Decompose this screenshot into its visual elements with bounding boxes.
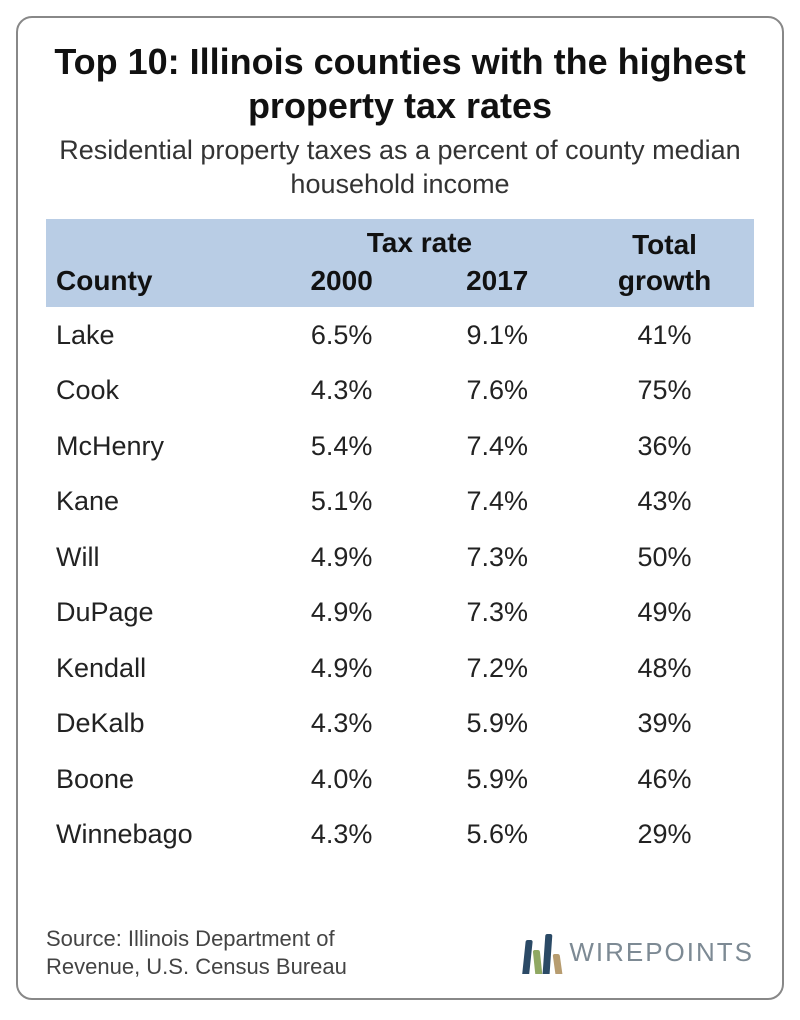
cell-growth: 75%	[575, 375, 754, 406]
table-row: Cook4.3%7.6%75%	[46, 363, 754, 419]
table-row: Kendall4.9%7.2%48%	[46, 640, 754, 696]
logo-text: WIREPOINTS	[569, 937, 754, 968]
table-row: Will4.9%7.3%50%	[46, 529, 754, 585]
table-row: Boone4.0%5.9%46%	[46, 751, 754, 807]
cell-2000: 6.5%	[264, 320, 420, 351]
table-row: DeKalb4.3%5.9%39%	[46, 696, 754, 752]
table-header: Tax rate Total County 2000 2017 growth	[46, 219, 754, 307]
source-text: Source: Illinois Department of Revenue, …	[46, 925, 406, 980]
cell-2017: 7.3%	[419, 542, 575, 573]
cell-2000: 5.1%	[264, 486, 420, 517]
logo-mark-icon	[524, 932, 561, 974]
table-row: DuPage4.9%7.3%49%	[46, 585, 754, 641]
table-row: Winnebago4.3%5.6%29%	[46, 807, 754, 863]
content-frame: Top 10: Illinois counties with the highe…	[16, 16, 784, 1000]
header-growth: growth	[575, 265, 754, 297]
wirepoints-logo: WIREPOINTS	[524, 932, 754, 974]
footer: Source: Illinois Department of Revenue, …	[46, 925, 754, 980]
cell-county: Kendall	[46, 653, 264, 684]
cell-growth: 49%	[575, 597, 754, 628]
cell-2017: 7.4%	[419, 431, 575, 462]
cell-growth: 41%	[575, 320, 754, 351]
table-body: Lake6.5%9.1%41%Cook4.3%7.6%75%McHenry5.4…	[46, 307, 754, 862]
cell-2000: 4.9%	[264, 653, 420, 684]
cell-county: DuPage	[46, 597, 264, 628]
cell-2000: 4.0%	[264, 764, 420, 795]
cell-2000: 4.9%	[264, 542, 420, 573]
cell-growth: 50%	[575, 542, 754, 573]
cell-2000: 4.9%	[264, 597, 420, 628]
cell-2000: 4.3%	[264, 708, 420, 739]
table-row: McHenry5.4%7.4%36%	[46, 418, 754, 474]
cell-2017: 7.6%	[419, 375, 575, 406]
cell-growth: 46%	[575, 764, 754, 795]
table-row: Lake6.5%9.1%41%	[46, 307, 754, 363]
cell-county: Boone	[46, 764, 264, 795]
header-county: County	[46, 265, 264, 297]
cell-growth: 29%	[575, 819, 754, 850]
cell-2017: 7.4%	[419, 486, 575, 517]
cell-county: Will	[46, 542, 264, 573]
header-taxrate-group: Tax rate	[264, 227, 575, 261]
cell-growth: 48%	[575, 653, 754, 684]
cell-2000: 5.4%	[264, 431, 420, 462]
cell-county: Cook	[46, 375, 264, 406]
tax-table: Tax rate Total County 2000 2017 growth L…	[46, 219, 754, 911]
cell-county: Kane	[46, 486, 264, 517]
title: Top 10: Illinois counties with the highe…	[46, 40, 754, 128]
subtitle: Residential property taxes as a percent …	[46, 134, 754, 202]
cell-county: McHenry	[46, 431, 264, 462]
cell-2000: 4.3%	[264, 819, 420, 850]
cell-growth: 43%	[575, 486, 754, 517]
cell-2017: 5.9%	[419, 708, 575, 739]
header-2000: 2000	[264, 265, 420, 297]
cell-growth: 39%	[575, 708, 754, 739]
cell-2017: 9.1%	[419, 320, 575, 351]
cell-county: DeKalb	[46, 708, 264, 739]
cell-2017: 5.6%	[419, 819, 575, 850]
cell-county: Lake	[46, 320, 264, 351]
cell-2017: 7.2%	[419, 653, 575, 684]
header-total-top: Total	[575, 229, 754, 261]
table-row: Kane5.1%7.4%43%	[46, 474, 754, 530]
header-2017: 2017	[419, 265, 575, 297]
cell-growth: 36%	[575, 431, 754, 462]
cell-2017: 7.3%	[419, 597, 575, 628]
cell-2000: 4.3%	[264, 375, 420, 406]
cell-county: Winnebago	[46, 819, 264, 850]
cell-2017: 5.9%	[419, 764, 575, 795]
